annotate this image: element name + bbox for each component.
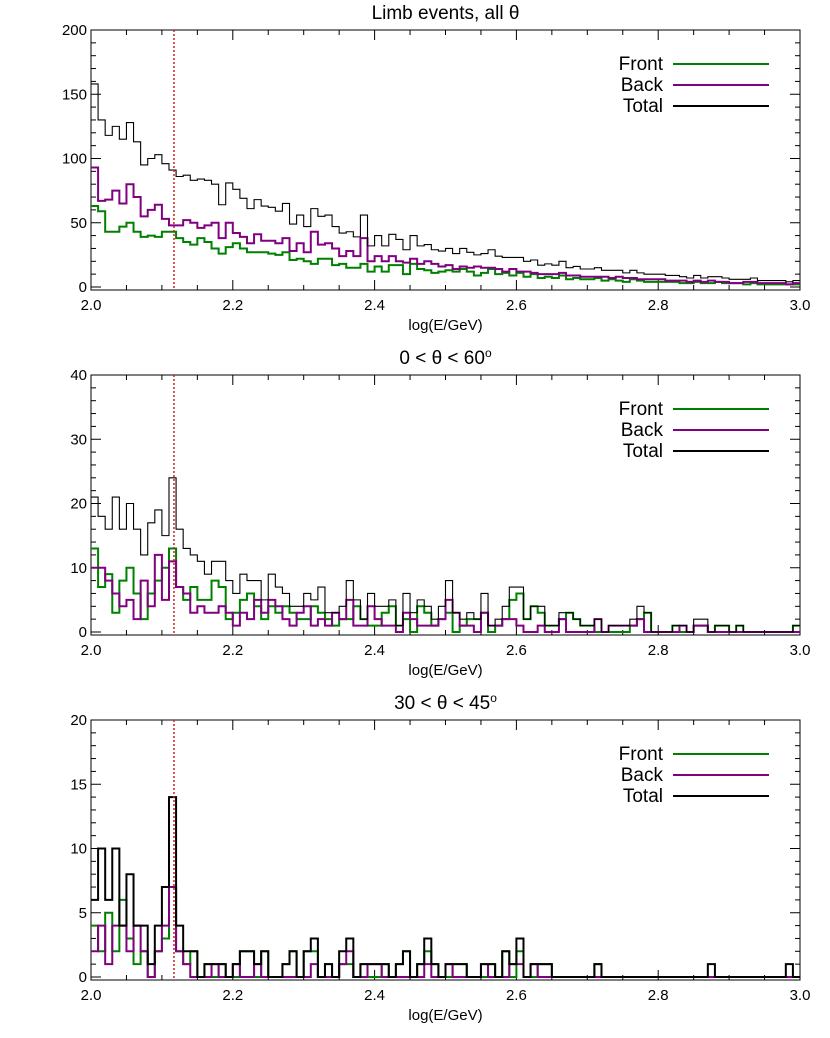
x-tick-label: 3.0 — [790, 297, 811, 314]
x-axis-label: log(E/GeV) — [408, 662, 482, 679]
y-tick-label: 10 — [70, 560, 87, 577]
chart-title: 0 < θ < 60o — [399, 346, 492, 369]
y-tick-label: 0 — [79, 624, 87, 641]
x-tick-label: 2.8 — [648, 987, 669, 1004]
chart-title: 30 < θ < 45o — [394, 691, 497, 714]
x-tick-label: 2.0 — [81, 987, 102, 1004]
y-tick-label: 10 — [70, 841, 87, 858]
series-line-total — [91, 83, 800, 283]
legend-label-front: Front — [619, 399, 664, 420]
y-tick-label: 5 — [79, 905, 87, 922]
y-tick-label: 20 — [70, 496, 87, 513]
legend-label-total: Total — [623, 96, 663, 117]
series-line-total — [91, 477, 800, 633]
x-tick-label: 2.2 — [222, 642, 243, 659]
x-tick-label: 2.2 — [222, 987, 243, 1004]
legend-label-front: Front — [619, 54, 664, 75]
legend-label-back: Back — [621, 420, 664, 441]
x-tick-label: 2.0 — [81, 297, 102, 314]
x-tick-label: 2.8 — [648, 297, 669, 314]
x-tick-label: 2.6 — [506, 642, 527, 659]
y-tick-label: 0 — [79, 279, 87, 296]
y-tick-label: 30 — [70, 431, 87, 448]
y-tick-label: 100 — [62, 151, 87, 168]
series-line-total — [91, 796, 800, 978]
y-tick-label: 150 — [62, 86, 87, 103]
x-tick-label: 2.6 — [506, 297, 527, 314]
legend-label-front: Front — [619, 744, 664, 765]
x-tick-label: 2.4 — [364, 297, 385, 314]
x-tick-label: 3.0 — [790, 987, 811, 1004]
y-tick-label: 0 — [79, 969, 87, 986]
legend-label-total: Total — [623, 441, 663, 462]
y-tick-label: 15 — [70, 776, 87, 793]
legend-label-back: Back — [621, 75, 664, 96]
y-tick-label: 40 — [70, 367, 87, 384]
legend-label-back: Back — [621, 765, 664, 786]
x-tick-label: 2.2 — [222, 297, 243, 314]
x-axis-label: log(E/GeV) — [408, 317, 482, 334]
chart-panel-2: 0 < θ < 60o 2.0 2.2 2.4 2.6 2.8 3.0 0 10 20 30 40 lo… — [70, 346, 810, 679]
y-tick-label: 200 — [62, 22, 87, 39]
x-tick-label: 2.0 — [81, 642, 102, 659]
series-group — [91, 796, 800, 978]
x-tick-label: 3.0 — [790, 642, 811, 659]
series-line-front — [91, 205, 800, 286]
x-tick-label: 2.4 — [364, 987, 385, 1004]
plot-frame — [90, 719, 801, 981]
y-tick-label: 20 — [70, 712, 87, 729]
series-group — [91, 477, 800, 633]
chart-panel-3: 30 < θ < 45o 2.0 2.2 2.4 2.6 2.8 3.0 0 5 10 15 20 lo… — [70, 691, 810, 1024]
series-group — [91, 83, 800, 286]
chart-title: Limb events, all θ — [372, 3, 520, 24]
series-line-back — [91, 166, 800, 286]
x-tick-label: 2.4 — [364, 642, 385, 659]
x-tick-label: 2.8 — [648, 642, 669, 659]
x-tick-label: 2.6 — [506, 987, 527, 1004]
legend-label-total: Total — [623, 786, 663, 807]
series-line-back — [91, 553, 800, 633]
x-axis-label: log(E/GeV) — [408, 1007, 482, 1024]
y-tick-label: 50 — [70, 215, 87, 232]
chart-panel-1: Limb events, all θ 2.0 2.2 2.4 2.6 2.8 3.0 0 50 1… — [62, 3, 810, 334]
